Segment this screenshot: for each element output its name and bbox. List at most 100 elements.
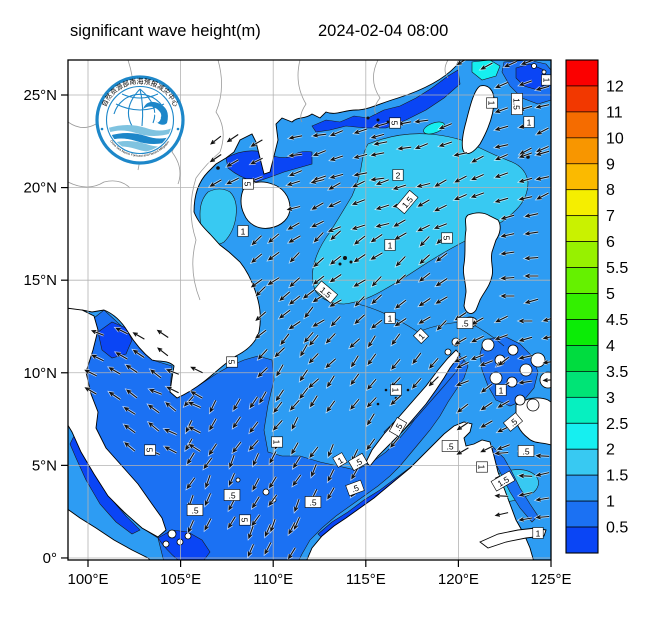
wave-arrow-icon (494, 451, 509, 456)
svg-text:1: 1 (272, 440, 282, 445)
wave-arrow-icon (354, 235, 366, 245)
lat-tick-label: 15°N (23, 272, 57, 289)
wave-arrow-icon (412, 377, 422, 389)
colorbar-cell (565, 345, 599, 372)
wave-arrow-icon (535, 176, 550, 181)
wave-arrow-icon (272, 420, 283, 431)
axis-ticks (61, 94, 552, 567)
wave-arrow-icon (165, 402, 177, 412)
svg-text:5: 5 (240, 518, 250, 523)
wave-arrow-icon (494, 334, 509, 341)
wave-arrow-icon (434, 179, 447, 187)
wave-arrow-icon (456, 361, 469, 369)
wave-arrow-icon (251, 514, 261, 527)
wave-arrow-icon (188, 401, 201, 409)
wave-arrow-icon (108, 367, 121, 375)
svg-text:.5: .5 (461, 319, 468, 329)
wave-arrow-icon (259, 391, 267, 404)
colorbar: 12 11 10 9 8 7 6 5.5 5 4.5 4 3.5 3 2.5 2 1.5 1 0.5 (565, 59, 628, 554)
wave-arrow-icon (542, 335, 551, 340)
colorbar-tick-label: 9 (606, 156, 615, 173)
wave-arrow-icon (289, 252, 300, 263)
wave-arrow-icon (257, 367, 268, 378)
wave-arrow-icon (414, 119, 429, 124)
wave-arrow-icon (480, 62, 493, 70)
wave-arrow-icon (542, 317, 551, 322)
wave-arrow-icon (186, 452, 195, 465)
svg-text:1: 1 (487, 101, 497, 106)
wave-arrow-icon (299, 387, 309, 399)
wave-arrow-icon (524, 213, 539, 218)
wave-arrow-icon (313, 257, 324, 268)
wave-arrow-icon (311, 220, 324, 228)
svg-text:.5: .5 (353, 456, 364, 468)
colorbar-tick-label: 11 (606, 104, 623, 121)
wave-arrow-icon (494, 107, 509, 113)
lat-tick-label: 5°N (32, 457, 57, 474)
wave-arrow-icon (375, 222, 390, 228)
wave-arrow-icon (226, 159, 239, 167)
contour-label: .5 (304, 496, 322, 508)
wave-arrow-icon (371, 294, 382, 305)
wave-arrow-icon (429, 357, 439, 369)
wave-zone-2-2.5m-sw-taiwan (423, 121, 445, 135)
lon-tick-label: 110°E (253, 571, 293, 588)
contour-label: 1 (476, 461, 488, 473)
wave-arrow-icon (327, 487, 335, 500)
contour-label: 1 (532, 527, 544, 539)
wave-arrow-icon (294, 498, 300, 513)
map-plot: 5121.515111.5151.555.5.55.511.5.511.511.… (23, 59, 572, 588)
colorbar-tick-label: 3 (606, 390, 615, 407)
wave-arrow-icon (353, 153, 368, 159)
wave-arrow-icon (254, 329, 267, 339)
wave-arrow-icon (351, 467, 359, 480)
svg-text:1: 1 (477, 465, 487, 470)
wave-arrow-icon (164, 446, 177, 454)
wave-arrow-icon (456, 422, 469, 431)
wave-arrow-icon (312, 319, 325, 327)
wave-arrow-icon (289, 400, 300, 411)
contour-label: .5 (502, 412, 524, 432)
colorbar-cell (565, 215, 599, 242)
contour-label: .5 (223, 489, 241, 501)
wave-arrow-icon (500, 251, 515, 256)
wave-arrow-icon (496, 444, 511, 451)
contour-label: 1 (332, 452, 348, 468)
land-sumatra (68, 508, 151, 560)
wave-arrow-icon (132, 349, 145, 358)
wave-arrow-icon (327, 443, 334, 458)
lat-tick-label: 25°N (23, 87, 57, 104)
reef-dots (216, 116, 530, 406)
wave-arrow-icon (524, 231, 539, 236)
wave-arrow-icon (275, 389, 284, 402)
wave-arrow-icon (209, 418, 217, 431)
lon-tick-label: 115°E (346, 571, 386, 588)
svg-text:1: 1 (388, 314, 393, 324)
wave-arrow-icon (350, 373, 360, 386)
wave-zone-lt0.5m-guangdong-coast (311, 69, 461, 133)
wave-arrow-icon (309, 334, 319, 346)
wave-arrow-icon (500, 233, 515, 238)
wave-arrow-icon (328, 200, 341, 208)
wave-arrow-icon (115, 352, 128, 360)
wave-arrow-icon (91, 354, 104, 362)
wave-arrow-icon (518, 473, 533, 479)
chart-title: significant wave height(m) (70, 22, 261, 40)
svg-text:1: 1 (536, 529, 541, 539)
wave-arrow-icon (353, 254, 366, 263)
axis-labels: 100°E 105°E 110°E 115°E 120°E 125°E25°N20°N15… (23, 87, 571, 588)
svg-text:1: 1 (499, 386, 504, 396)
lon-tick-label: 100°E (67, 571, 108, 588)
contour-label: 5 (441, 232, 453, 244)
wave-arrow-icon (419, 236, 430, 247)
colorbar-frame (565, 59, 599, 554)
wave-arrow-icon (329, 274, 342, 283)
contour-label: 1 (523, 116, 535, 128)
wave-arrow-icon (330, 230, 341, 241)
wave-arrow-icon (494, 172, 509, 178)
wave-arrow-icon (471, 173, 484, 181)
wave-arrow-icon (310, 463, 317, 478)
wave-arrow-icon (289, 277, 300, 288)
contour-label: .5 (345, 479, 365, 497)
colorbar-tick-label: 8 (606, 182, 615, 199)
